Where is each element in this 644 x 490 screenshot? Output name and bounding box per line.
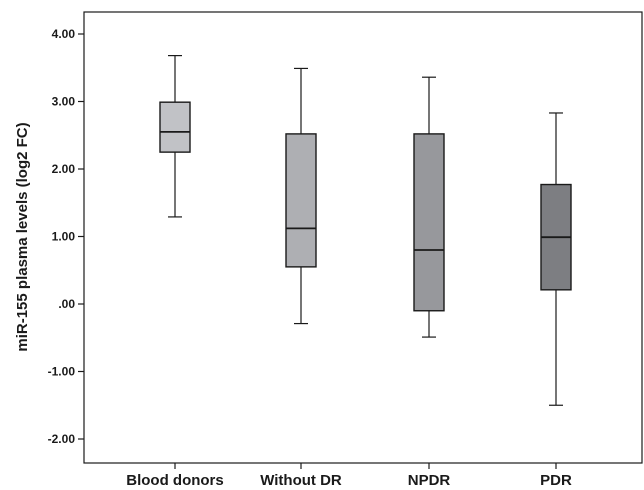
iqr-box [413,133,445,312]
y-tick-label: 3.00 [52,95,76,109]
y-tick-label: 1.00 [52,230,76,244]
x-tick-label: NPDR [408,472,451,489]
iqr-box [285,133,317,268]
box-1 [285,67,317,325]
y-axis-title: miR-155 plasma levels (log2 FC) [14,122,31,351]
y-tick-label: .00 [58,297,75,311]
box-2 [413,76,445,338]
y-tick-label: 2.00 [52,162,76,176]
box-3 [540,112,572,406]
x-tick-label: Without DR [260,472,342,489]
y-tick-label: -1.00 [48,365,76,379]
x-tick-label: PDR [540,472,572,489]
box-0 [159,54,191,218]
iqr-box [159,101,191,153]
y-tick-label: -2.00 [48,432,76,446]
plot-frame [83,11,643,464]
x-tick-label: Blood donors [126,472,224,489]
y-tick-label: 4.00 [52,27,76,41]
